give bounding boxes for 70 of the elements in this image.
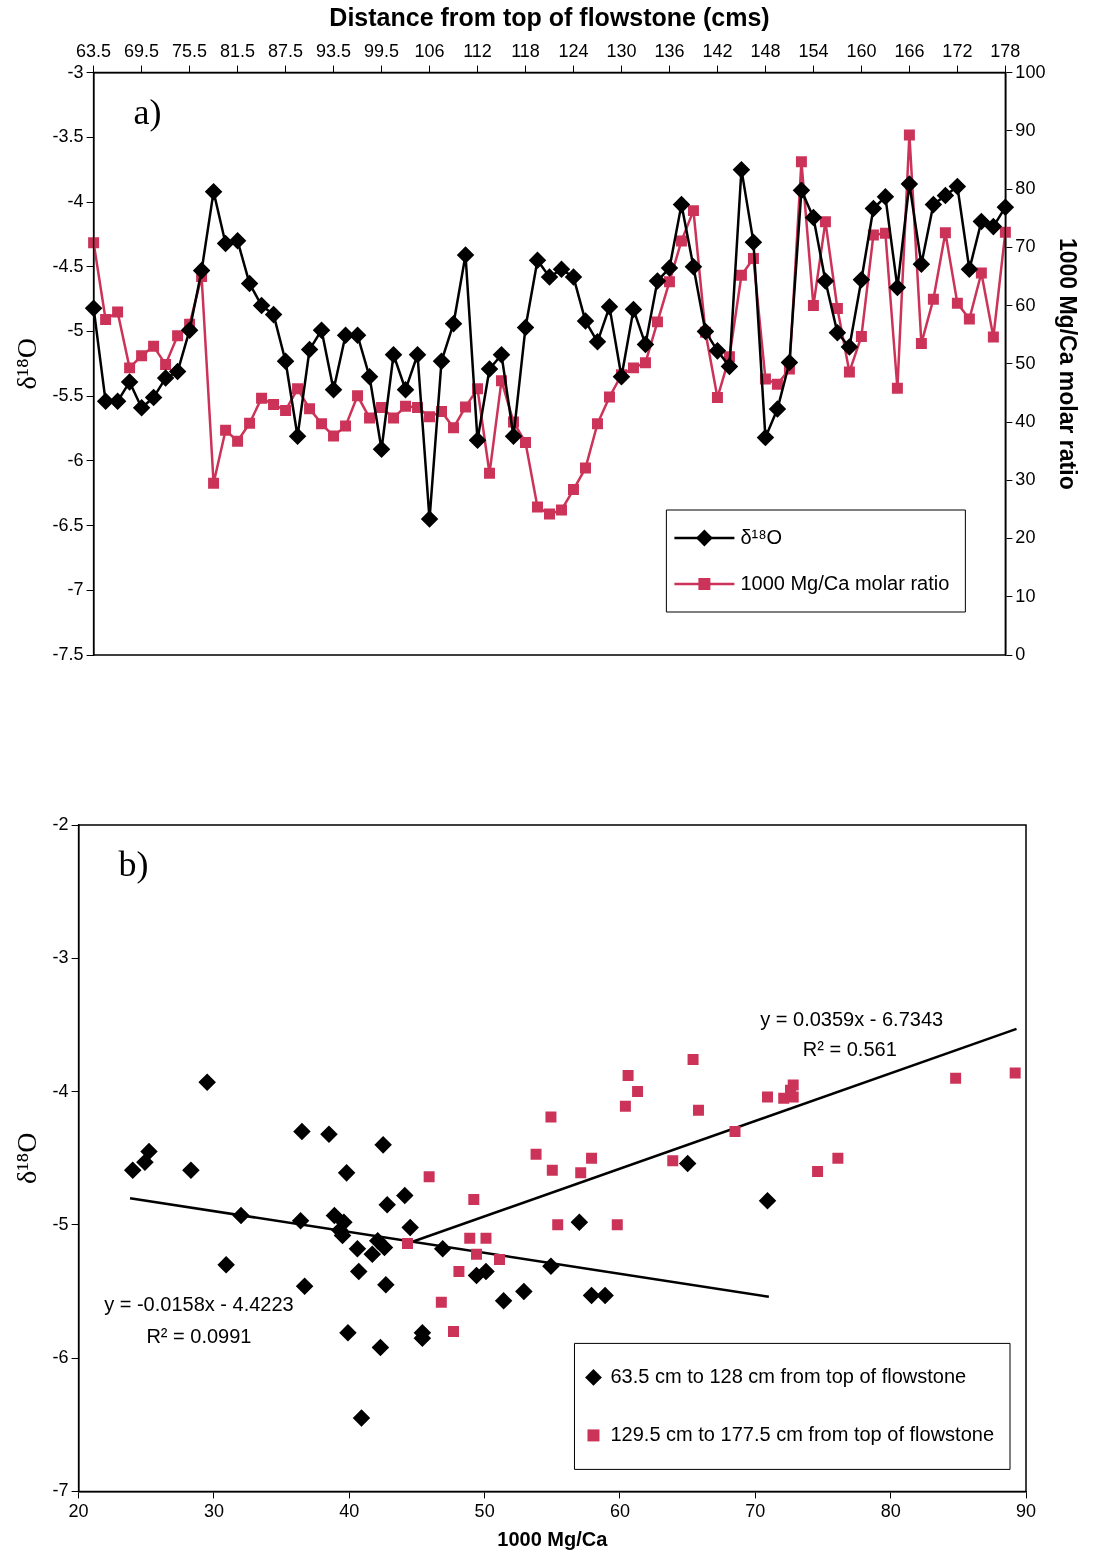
x-tick-label: 87.5	[268, 40, 304, 61]
y-axis-title: δ¹⁸O	[11, 338, 43, 390]
x-tick-label: 99.5	[364, 40, 400, 61]
x-tick-label: 63.5	[76, 40, 112, 61]
y-tick-label: -5	[67, 320, 84, 341]
y2-tick-label: 20	[1015, 527, 1036, 548]
y-tick-label: -7.5	[52, 643, 84, 664]
x-axis-title: Distance from top of flowstone (cms)	[329, 2, 770, 31]
y2-tick-label: 90	[1015, 119, 1036, 140]
legend-label: 129.5 cm to 177.5 cm from top of flowstone	[610, 1422, 995, 1445]
y-tick-label: -3.5	[52, 126, 84, 147]
legend-label: 63.5 cm to 128 cm from top of flowstone	[610, 1364, 967, 1387]
y-tick-label: -5.5	[52, 385, 84, 406]
y-tick-label: -5	[52, 1213, 69, 1234]
y2-tick-label: 60	[1015, 294, 1036, 315]
x-tick-label: 40	[339, 1501, 360, 1522]
y-tick-label: -4	[52, 1080, 69, 1101]
x-tick-label: 93.5	[316, 40, 352, 61]
x-tick-label: 142	[702, 40, 733, 61]
x-tick-label: 136	[654, 40, 685, 61]
x-tick-label: 112	[463, 40, 492, 61]
x-tick-label: 90	[1015, 1501, 1037, 1522]
y-tick-label: -2	[52, 813, 69, 834]
y2-tick-label: 0	[1015, 643, 1026, 664]
y-tick-label: -3	[67, 61, 84, 82]
x-tick-label: 124	[558, 40, 589, 61]
x-tick-label: 148	[750, 40, 781, 61]
y-tick-label: -7	[67, 579, 84, 600]
annotation: b)	[118, 844, 149, 885]
x-tick-label: 20	[68, 1501, 89, 1522]
x-axis-title: 1000 Mg/Ca	[497, 1527, 609, 1550]
y2-tick-label: 40	[1015, 411, 1036, 432]
y2-tick-label: 80	[1015, 178, 1036, 199]
legend-label: δ¹⁸O	[740, 525, 783, 548]
x-tick-label: 160	[846, 40, 877, 61]
x-tick-label: 178	[990, 40, 1021, 61]
y-tick-label: -6	[52, 1347, 69, 1368]
x-tick-label: 69.5	[124, 40, 160, 61]
annotation: R² = 0.561	[802, 1038, 897, 1061]
y2-axis-title: 1000 Mg/Ca molar ratio	[1054, 237, 1081, 490]
y-tick-label: -4	[67, 190, 84, 211]
y2-tick-label: 30	[1015, 469, 1036, 490]
legend-label: 1000 Mg/Ca molar ratio	[740, 571, 950, 594]
x-tick-label: 166	[894, 40, 925, 61]
y2-tick-label: 50	[1015, 352, 1036, 373]
annotation: y = -0.0158x - 4.4223	[104, 1292, 294, 1315]
x-tick-label: 118	[511, 40, 540, 61]
y2-tick-label: 10	[1015, 585, 1036, 606]
x-tick-label: 60	[609, 1501, 630, 1522]
x-tick-label: 80	[880, 1501, 901, 1522]
y2-tick-label: 70	[1015, 236, 1036, 257]
annotation: a)	[133, 92, 162, 133]
x-tick-label: 50	[474, 1501, 495, 1522]
annotation: y = 0.0359x - 6.7343	[760, 1007, 944, 1030]
y-tick-label: -6	[67, 449, 84, 470]
x-tick-label: 75.5	[172, 40, 208, 61]
y-axis-title: δ¹⁸O	[11, 1132, 43, 1184]
y-tick-label: -7	[52, 1480, 69, 1501]
x-tick-label: 70	[745, 1501, 766, 1522]
annotation: R² = 0.0991	[146, 1324, 252, 1347]
x-tick-label: 172	[942, 40, 973, 61]
x-tick-label: 106	[414, 40, 445, 61]
x-tick-label: 30	[203, 1501, 224, 1522]
y-tick-label: -3	[52, 947, 69, 968]
y-tick-label: -4.5	[52, 255, 84, 276]
x-tick-label: 130	[606, 40, 637, 61]
y2-tick-label: 100	[1015, 61, 1046, 82]
x-tick-label: 154	[798, 40, 829, 61]
x-tick-label: 81.5	[220, 40, 256, 61]
y-tick-label: -6.5	[52, 514, 84, 535]
